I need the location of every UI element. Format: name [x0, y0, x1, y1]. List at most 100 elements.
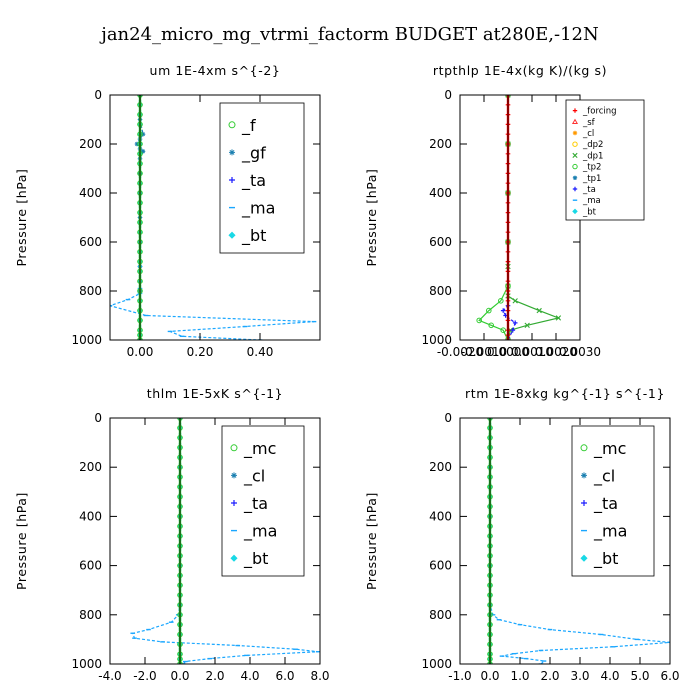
data-point-gf [134, 141, 140, 147]
legend-label: _tp2 [582, 163, 601, 173]
data-point-dp1 [555, 315, 562, 321]
legend-marker-cl [231, 472, 237, 479]
data-point-gf [140, 149, 146, 154]
legend-label: _sf [582, 118, 596, 128]
y-tick-label: 600 [79, 559, 102, 573]
y-tick-label: 1000 [421, 333, 452, 347]
y-tick-label: 0 [444, 88, 452, 102]
panels: um 1E-4xm s^{-2}Pressure [hPa]0.00 0.20 0.… [14, 63, 680, 683]
legend-box [221, 425, 305, 577]
x-tick-label: 4.0 [600, 669, 619, 683]
x-tick-label: -4.0 [98, 669, 121, 683]
legend-marker-sf [571, 118, 579, 125]
chart-title: thlm 1E-5xK s^{-1} [147, 386, 283, 401]
y-axis-label: Pressure [hPa] [364, 168, 379, 266]
chart-panel-2: rtpthlp 1E-4x(kg K)/(kg s) Pressure [hPa]… [364, 63, 645, 359]
x-tick-label: -0.0020 [437, 345, 483, 359]
legend-marker-forcing [572, 108, 578, 113]
legend-label: _dp2 [582, 140, 603, 150]
legend-marker-ta [581, 500, 587, 506]
legend-label: _ta [582, 185, 596, 195]
y-axis-label: Pressure [hPa] [364, 492, 379, 590]
y-tick-label: 200 [79, 137, 102, 151]
data-point-dp1 [524, 322, 530, 328]
x-tick-label: 2.0 [540, 669, 559, 683]
x-tick-label: 1.0 [510, 669, 529, 683]
legend-label: _cl [243, 466, 265, 486]
legend-marker-ta [231, 500, 237, 506]
legend-marker-dp2 [572, 141, 578, 147]
y-tick-label: 200 [429, 137, 452, 151]
y-tick-label: 1000 [71, 333, 102, 347]
legend-label: _bt [582, 207, 597, 217]
legend-marker-bt [572, 208, 578, 215]
legend-marker-dp1 [572, 152, 578, 158]
series-line-tp2 [478, 95, 509, 340]
legend-marker-bt [230, 554, 238, 562]
figure-title: jan24_micro_mg_vtrmi_factorm BUDGET at28… [99, 24, 599, 45]
legend-label: _f [241, 116, 256, 136]
x-tick-label: 0.0000 [487, 345, 529, 359]
x-tick-label: 2.0 [205, 669, 224, 683]
y-tick-label: 400 [79, 509, 102, 523]
x-tick-label: -1.0 [448, 669, 471, 683]
legend-marker-bt [580, 554, 588, 562]
y-axis-label: Pressure [hPa] [14, 492, 29, 590]
legend-label: _dp1 [582, 151, 603, 161]
data-point-dp1 [512, 298, 518, 304]
data-point-ta [512, 320, 518, 326]
legend-label: _gf [241, 143, 266, 163]
y-tick-label: 800 [79, 608, 102, 622]
plot-frame [459, 417, 671, 665]
y-tick-label: 800 [429, 284, 452, 298]
x-tick-label: 3.0 [570, 669, 589, 683]
y-tick-label: 600 [79, 235, 102, 249]
legend: _f _gf _ta _ma _bt [219, 102, 305, 254]
legend-marker-tp2 [572, 163, 578, 170]
legend-label: _bt [241, 226, 266, 246]
legend: _forcing_sf_cl_dp2_dp1 _tp2_tp1_ta_ma_bt [565, 99, 645, 221]
legend-label: _ta [241, 171, 266, 191]
data-point-ta [510, 327, 516, 333]
legend-marker-bt [228, 231, 236, 239]
legend-marker-tp1 [572, 175, 578, 180]
chart-panel-1: um 1E-4xm s^{-2} Pressure [hPa] 0.00 0.20 0.… [14, 63, 321, 359]
data-point-tp2 [486, 307, 492, 314]
chart-panel-4: rtm 1E-8xkg kg^{-1} s^{-1} Pressure [hPa]… [364, 386, 680, 683]
legend-marker-gf [229, 149, 235, 156]
legend-marker-ta [572, 186, 578, 192]
legend-label: _ma [241, 199, 275, 219]
y-tick-label: 400 [79, 186, 102, 200]
y-tick-label: 400 [429, 186, 452, 200]
y-tick-label: 800 [429, 608, 452, 622]
legend-marker-mc [580, 444, 588, 452]
legend-label: _mc [593, 439, 626, 459]
x-tick-label: 6.0 [275, 669, 294, 683]
chart-title: rtpthlp 1E-4x(kg K)/(kg s) [433, 63, 607, 78]
legend-label: _cl [593, 466, 615, 486]
y-tick-label: 1000 [421, 657, 452, 671]
legend-box [219, 102, 305, 254]
data-point-ta [500, 308, 506, 313]
legend-marker-f [228, 121, 236, 129]
legend-label: _bt [593, 549, 618, 569]
data-point-gf [140, 131, 146, 137]
x-tick-label: 0.20 [187, 345, 214, 359]
y-tick-label: 200 [79, 460, 102, 474]
legend-box [571, 425, 655, 577]
legend: _mc _cl _ta _ma _bt [571, 425, 655, 577]
y-tick-label: 0 [444, 411, 452, 425]
y-tick-label: 200 [429, 460, 452, 474]
x-tick-label: -0.0010 [461, 345, 507, 359]
y-tick-label: 600 [429, 235, 452, 249]
legend: _mc _cl _ta _ma _bt [221, 425, 305, 577]
legend-marker-cl [572, 130, 578, 136]
legend-label: _ma [593, 522, 627, 542]
series-group [476, 95, 562, 340]
plot-frame [109, 94, 321, 341]
legend-label: _tp1 [582, 174, 601, 184]
legend-marker-mc [230, 444, 238, 452]
x-tick-label: 0.0 [170, 669, 189, 683]
data-point-tp2 [498, 298, 504, 304]
